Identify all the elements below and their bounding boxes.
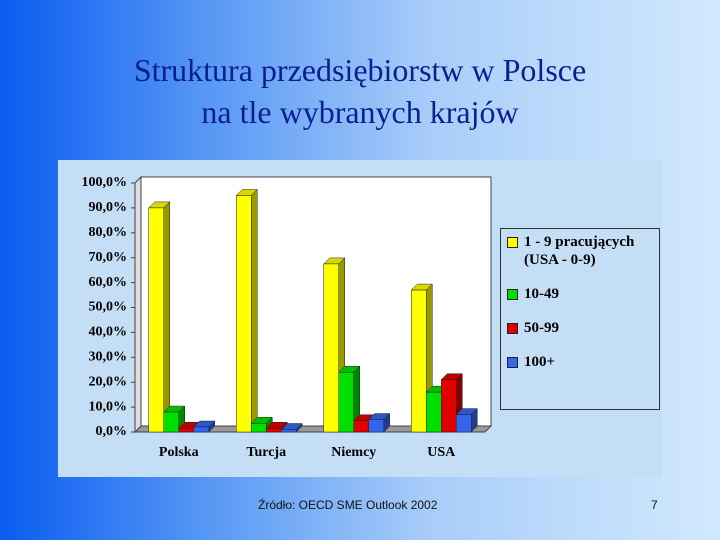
legend-swatch [507,357,518,368]
bar [338,365,361,433]
x-tick-label: Turcja [246,445,286,460]
legend-label: 10-49 [524,286,559,302]
bar-front [251,423,267,433]
legend-swatch [507,237,518,248]
legend: 1 - 9 pracujących (USA - 0-9) 10-49 50-99 1… [500,228,660,410]
bar-front [411,289,427,433]
legend-label: 50-99 [524,320,559,336]
bar-front [178,428,194,433]
y-tick-label: 30,0% [89,350,128,365]
bar-front [426,391,442,433]
bar-front [148,207,164,433]
plot-area [140,176,492,427]
plot-side [134,175,142,434]
bar-front [236,195,252,433]
legend-item: 100+ [507,353,655,371]
bar [235,188,258,433]
x-tick-label: Polska [159,445,199,460]
bar [148,201,171,433]
bar-front [441,379,457,433]
legend-swatch [507,289,518,300]
bar-side [251,188,258,433]
y-tick-label: 60,0% [89,275,128,290]
legend-item: 50-99 [507,319,655,337]
page-number: 7 [651,498,658,512]
legend-swatch [507,323,518,334]
bar-front [266,428,282,433]
bar-front [163,411,179,433]
y-tick-label: 0,0% [96,424,128,439]
y-tick-label: 80,0% [89,225,128,240]
bar-front [338,371,354,433]
legend-item: 1 - 9 pracujących (USA - 0-9) [507,233,655,269]
legend-label: 1 - 9 pracujących (USA - 0-9) [524,234,635,268]
source: Źródło: OECD SME Outlook 2002 [258,498,438,512]
bar [368,412,391,433]
y-tick-label: 90,0% [89,200,128,215]
slide-subtitle: na tle wybranych krajów [201,94,519,130]
bar-side [163,201,170,433]
bar-front [456,414,472,433]
y-tick-label: 100,0% [82,175,128,190]
y-tick-label: 10,0% [89,399,128,414]
legend-item: 10-49 [507,285,655,303]
y-tick-label: 50,0% [89,300,128,315]
x-tick-label: Niemcy [331,445,376,460]
bar [280,422,303,433]
y-tick-label: 40,0% [89,325,128,340]
slide-title: Struktura przedsiębiorstw w Polsce [133,52,587,88]
x-tick-label: USA [427,445,456,460]
y-tick-label: 70,0% [89,250,128,265]
bar [455,407,478,433]
bar-front [368,419,384,433]
bar-front [193,426,209,433]
bar-front [281,429,297,433]
y-tick-label: 20,0% [89,374,128,389]
bar-front [353,420,369,433]
bar [193,420,216,433]
bar-front [323,263,339,433]
legend-label: 100+ [524,354,556,370]
